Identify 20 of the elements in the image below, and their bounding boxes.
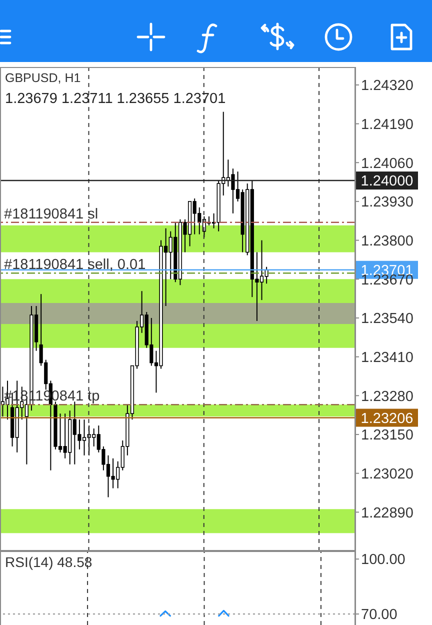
y-tick-label: 1.23020 <box>361 466 414 482</box>
y-tick-label: 1.24190 <box>361 116 414 133</box>
ref-line-label: 1.24000 <box>360 174 414 190</box>
ref-line-label: 1.23206 <box>360 410 414 427</box>
chart-title: RSI(14) 48.58 <box>5 554 92 570</box>
y-tick-label: 1.24060 <box>361 156 414 172</box>
y-tick-label: 70.00 <box>361 607 398 624</box>
y-tick-label: 1.23410 <box>361 350 414 366</box>
y-tick-label: 1.23540 <box>361 311 414 328</box>
y-tick-label: 1.23800 <box>361 233 414 250</box>
y-tick-label: 1.23930 <box>361 194 414 211</box>
chart-title: GBPUSD, H1 <box>5 71 81 86</box>
y-tick-label: 100.00 <box>361 552 406 568</box>
text: 1.23679 1.23711 1.23655 1.23701 <box>5 91 226 108</box>
y-tick-label: 1.23150 <box>361 428 414 444</box>
ref-line-label: #181190841 sell, 0.01 <box>4 257 146 274</box>
y-tick-label: 1.22890 <box>361 505 414 522</box>
y-tick-label: 1.23280 <box>361 388 414 405</box>
y-tick-label: 1.24320 <box>361 78 414 94</box>
ref-line-label: #181190841 sl <box>4 206 98 222</box>
